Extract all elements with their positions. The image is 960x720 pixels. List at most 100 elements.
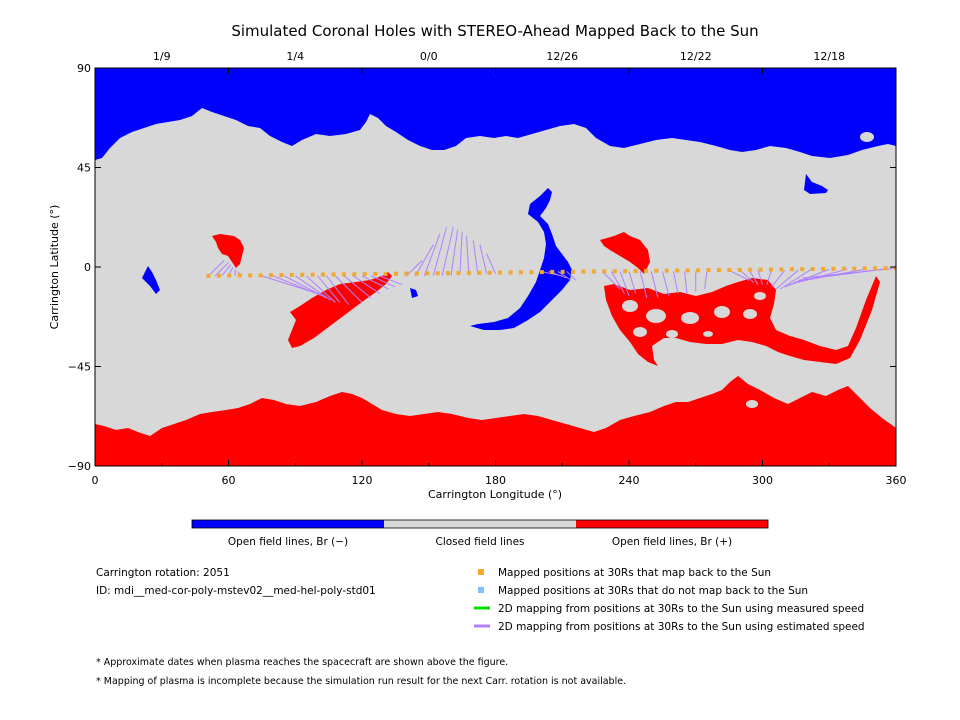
x-tick-label: 60 <box>222 474 236 487</box>
mapped-point <box>446 271 451 276</box>
north-patch-330 <box>804 174 828 194</box>
mapped-point <box>373 271 378 276</box>
mapping-line <box>673 271 679 294</box>
mapping-line <box>704 271 708 290</box>
mapped-point <box>414 271 419 276</box>
colorbar-segment <box>192 520 384 528</box>
estimated-mapping-lines <box>208 227 896 305</box>
mapped-point <box>894 266 896 271</box>
closed-island-8 <box>754 292 766 300</box>
colorbar-label: Open field lines, Br (−) <box>228 536 348 548</box>
mapping-line <box>486 253 496 274</box>
mapped-point <box>248 273 253 278</box>
legend-label: 2D mapping from positions at 30Rs to the… <box>498 603 864 615</box>
mapped-point <box>696 268 701 273</box>
mapping-line <box>423 233 441 277</box>
mapping-line <box>334 275 363 303</box>
mapping-line <box>684 271 688 294</box>
south-polar-island <box>746 400 758 408</box>
mapped-point <box>612 269 617 274</box>
colorbar-frame <box>191 519 769 529</box>
footnote-dates: * Approximate dates when plasma reaches … <box>96 657 508 668</box>
mapped-point <box>810 267 815 272</box>
mapped-point <box>404 271 409 276</box>
mapping-line <box>370 275 396 288</box>
mapped-point <box>800 267 805 272</box>
coronal-hole-map <box>94 67 897 467</box>
mapped-point <box>227 273 232 278</box>
closed-island-2 <box>646 309 666 323</box>
mapped-point <box>571 269 576 274</box>
mapped-point <box>664 268 669 273</box>
mapped-point <box>300 272 305 277</box>
mapping-line <box>771 270 786 288</box>
top-date-label: 12/18 <box>813 50 845 63</box>
mapping-line <box>272 275 323 297</box>
mapped-point <box>310 272 315 277</box>
x-tick-label: 360 <box>886 474 907 487</box>
colorbar-segment <box>576 520 768 528</box>
x-tick-label: 300 <box>752 474 773 487</box>
mapped-point <box>518 270 523 275</box>
y-tick-label: −45 <box>68 361 91 374</box>
colorbar-label: Closed field lines <box>435 536 524 548</box>
mapping-line <box>479 244 488 274</box>
colorbar-label: Open field lines, Br (+) <box>612 536 732 548</box>
red-hole-60 <box>212 234 244 268</box>
mapped-point <box>435 271 440 276</box>
mapping-line <box>459 231 463 274</box>
mapped-point <box>341 272 346 277</box>
north-polar-island <box>860 132 874 142</box>
mapping-line <box>610 271 625 294</box>
mapping-line <box>775 269 799 290</box>
legend-items: Mapped positions at 30Rs that map back t… <box>474 567 865 633</box>
mapping-line <box>619 271 630 296</box>
mapped-point <box>623 269 628 274</box>
mapped-point <box>706 268 711 273</box>
mapping-line <box>343 275 372 299</box>
mapping-line <box>739 269 754 283</box>
mapped-point <box>425 271 430 276</box>
mapping-line <box>326 275 350 305</box>
top-date-label: 0/0 <box>420 50 438 63</box>
mapped-point <box>654 268 659 273</box>
legend-label: Mapped positions at 30Rs that map back t… <box>498 567 771 579</box>
mapping-line <box>639 271 648 299</box>
mapped-point <box>591 269 596 274</box>
mapped-point <box>279 273 284 278</box>
mapping-line <box>789 268 848 286</box>
mapped-point <box>508 270 513 275</box>
mapped-point <box>237 273 242 278</box>
mapped-point <box>331 272 336 277</box>
red-hole-110 <box>288 272 392 348</box>
mapping-line <box>566 271 576 281</box>
mapping-line <box>628 271 637 294</box>
mapped-point <box>581 269 586 274</box>
blue-hole-crescent <box>470 188 572 330</box>
y-tick-label: 45 <box>77 162 91 175</box>
mapped-point <box>779 267 784 272</box>
legend-label: Mapped positions at 30Rs that do not map… <box>498 585 808 597</box>
y-tick-label: −90 <box>68 460 91 473</box>
axes: 0 60 120 180 240 300 360 90 45 0 −45 −90 1/9 1/4 0/0 12… <box>68 50 907 487</box>
mapping-line <box>441 227 454 276</box>
mapped-point <box>873 266 878 271</box>
mapped-point <box>883 266 888 271</box>
mapped-point <box>821 266 826 271</box>
mapping-line <box>414 244 434 277</box>
blue-hole-25 <box>142 266 160 294</box>
mapped-point <box>456 271 461 276</box>
mapping-line <box>317 275 341 303</box>
mapped-point <box>268 273 273 278</box>
legend-marker <box>478 587 484 593</box>
mapped-point <box>258 273 263 278</box>
blue-hole-147 <box>410 288 418 298</box>
mapped-point <box>768 267 773 272</box>
colorbar-segment <box>384 520 576 528</box>
mapped-point <box>675 268 680 273</box>
mapping-line <box>406 260 423 277</box>
legend-marker <box>478 569 484 575</box>
mapped-point <box>466 270 471 275</box>
mapping-line <box>766 270 772 285</box>
mapping-line <box>557 271 572 281</box>
